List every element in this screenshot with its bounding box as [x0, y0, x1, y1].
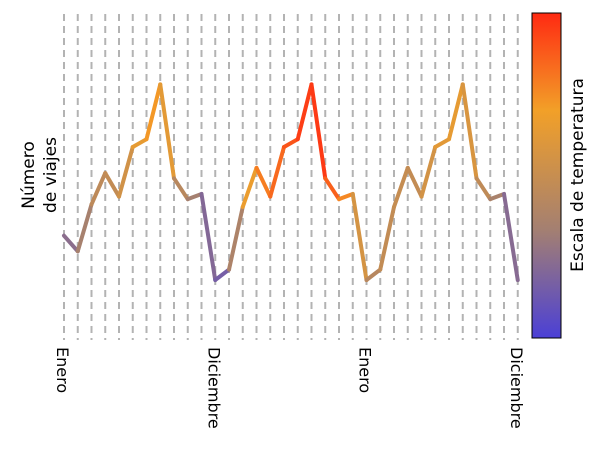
y-axis-title-line: de viajes: [41, 137, 61, 213]
line-segment: [103, 171, 121, 199]
line-segment: [62, 233, 80, 254]
line-segment: [75, 202, 94, 254]
x-axis-ticks: Enero Diciembre Enero Diciembre: [53, 347, 526, 429]
line-segment: [433, 137, 451, 150]
x-tick-label: Enero: [53, 347, 72, 393]
line-segment: [172, 176, 190, 202]
line-segment: [117, 145, 135, 199]
line-segment: [199, 191, 218, 283]
line-segment: [185, 191, 204, 202]
line-segment: [364, 267, 383, 283]
line-segment: [240, 165, 259, 209]
colorbar: Escala de temperatura: [531, 12, 588, 339]
colorbar-label: Escala de temperatura: [568, 78, 588, 272]
line-segment: [337, 191, 355, 202]
y-axis-label: Número de viajes: [19, 137, 61, 213]
line-segment: [130, 137, 149, 150]
line-segment: [254, 165, 273, 199]
series-line: [62, 82, 520, 283]
line-segment: [213, 267, 231, 283]
y-axis-title-line: Número: [19, 141, 39, 209]
line-segment: [323, 176, 341, 202]
x-tick-label: Diciembre: [507, 347, 526, 429]
line-segment: [227, 204, 245, 272]
line-segment: [460, 82, 479, 181]
colorbar-bar: [531, 12, 562, 339]
line-segment: [474, 176, 493, 202]
line-segment: [295, 82, 314, 142]
line-segment: [89, 171, 108, 207]
line-segment: [405, 165, 424, 199]
y-axis-title: Número de viajes: [19, 137, 61, 213]
line-segment: [392, 165, 410, 209]
line-segment: [268, 145, 286, 199]
x-tick-label: Diciembre: [204, 347, 223, 429]
line-segment: [378, 204, 396, 272]
grid: [63, 14, 519, 340]
line-segment: [282, 137, 300, 150]
line-segment: [144, 82, 163, 142]
line-segment: [488, 191, 506, 202]
line-segment: [502, 191, 520, 283]
x-tick-label: Enero: [356, 347, 375, 393]
line-segment: [350, 191, 369, 283]
line-segment: [447, 82, 465, 142]
line-segment: [309, 82, 328, 181]
line-segment: [419, 145, 438, 199]
line-segment: [158, 82, 176, 181]
